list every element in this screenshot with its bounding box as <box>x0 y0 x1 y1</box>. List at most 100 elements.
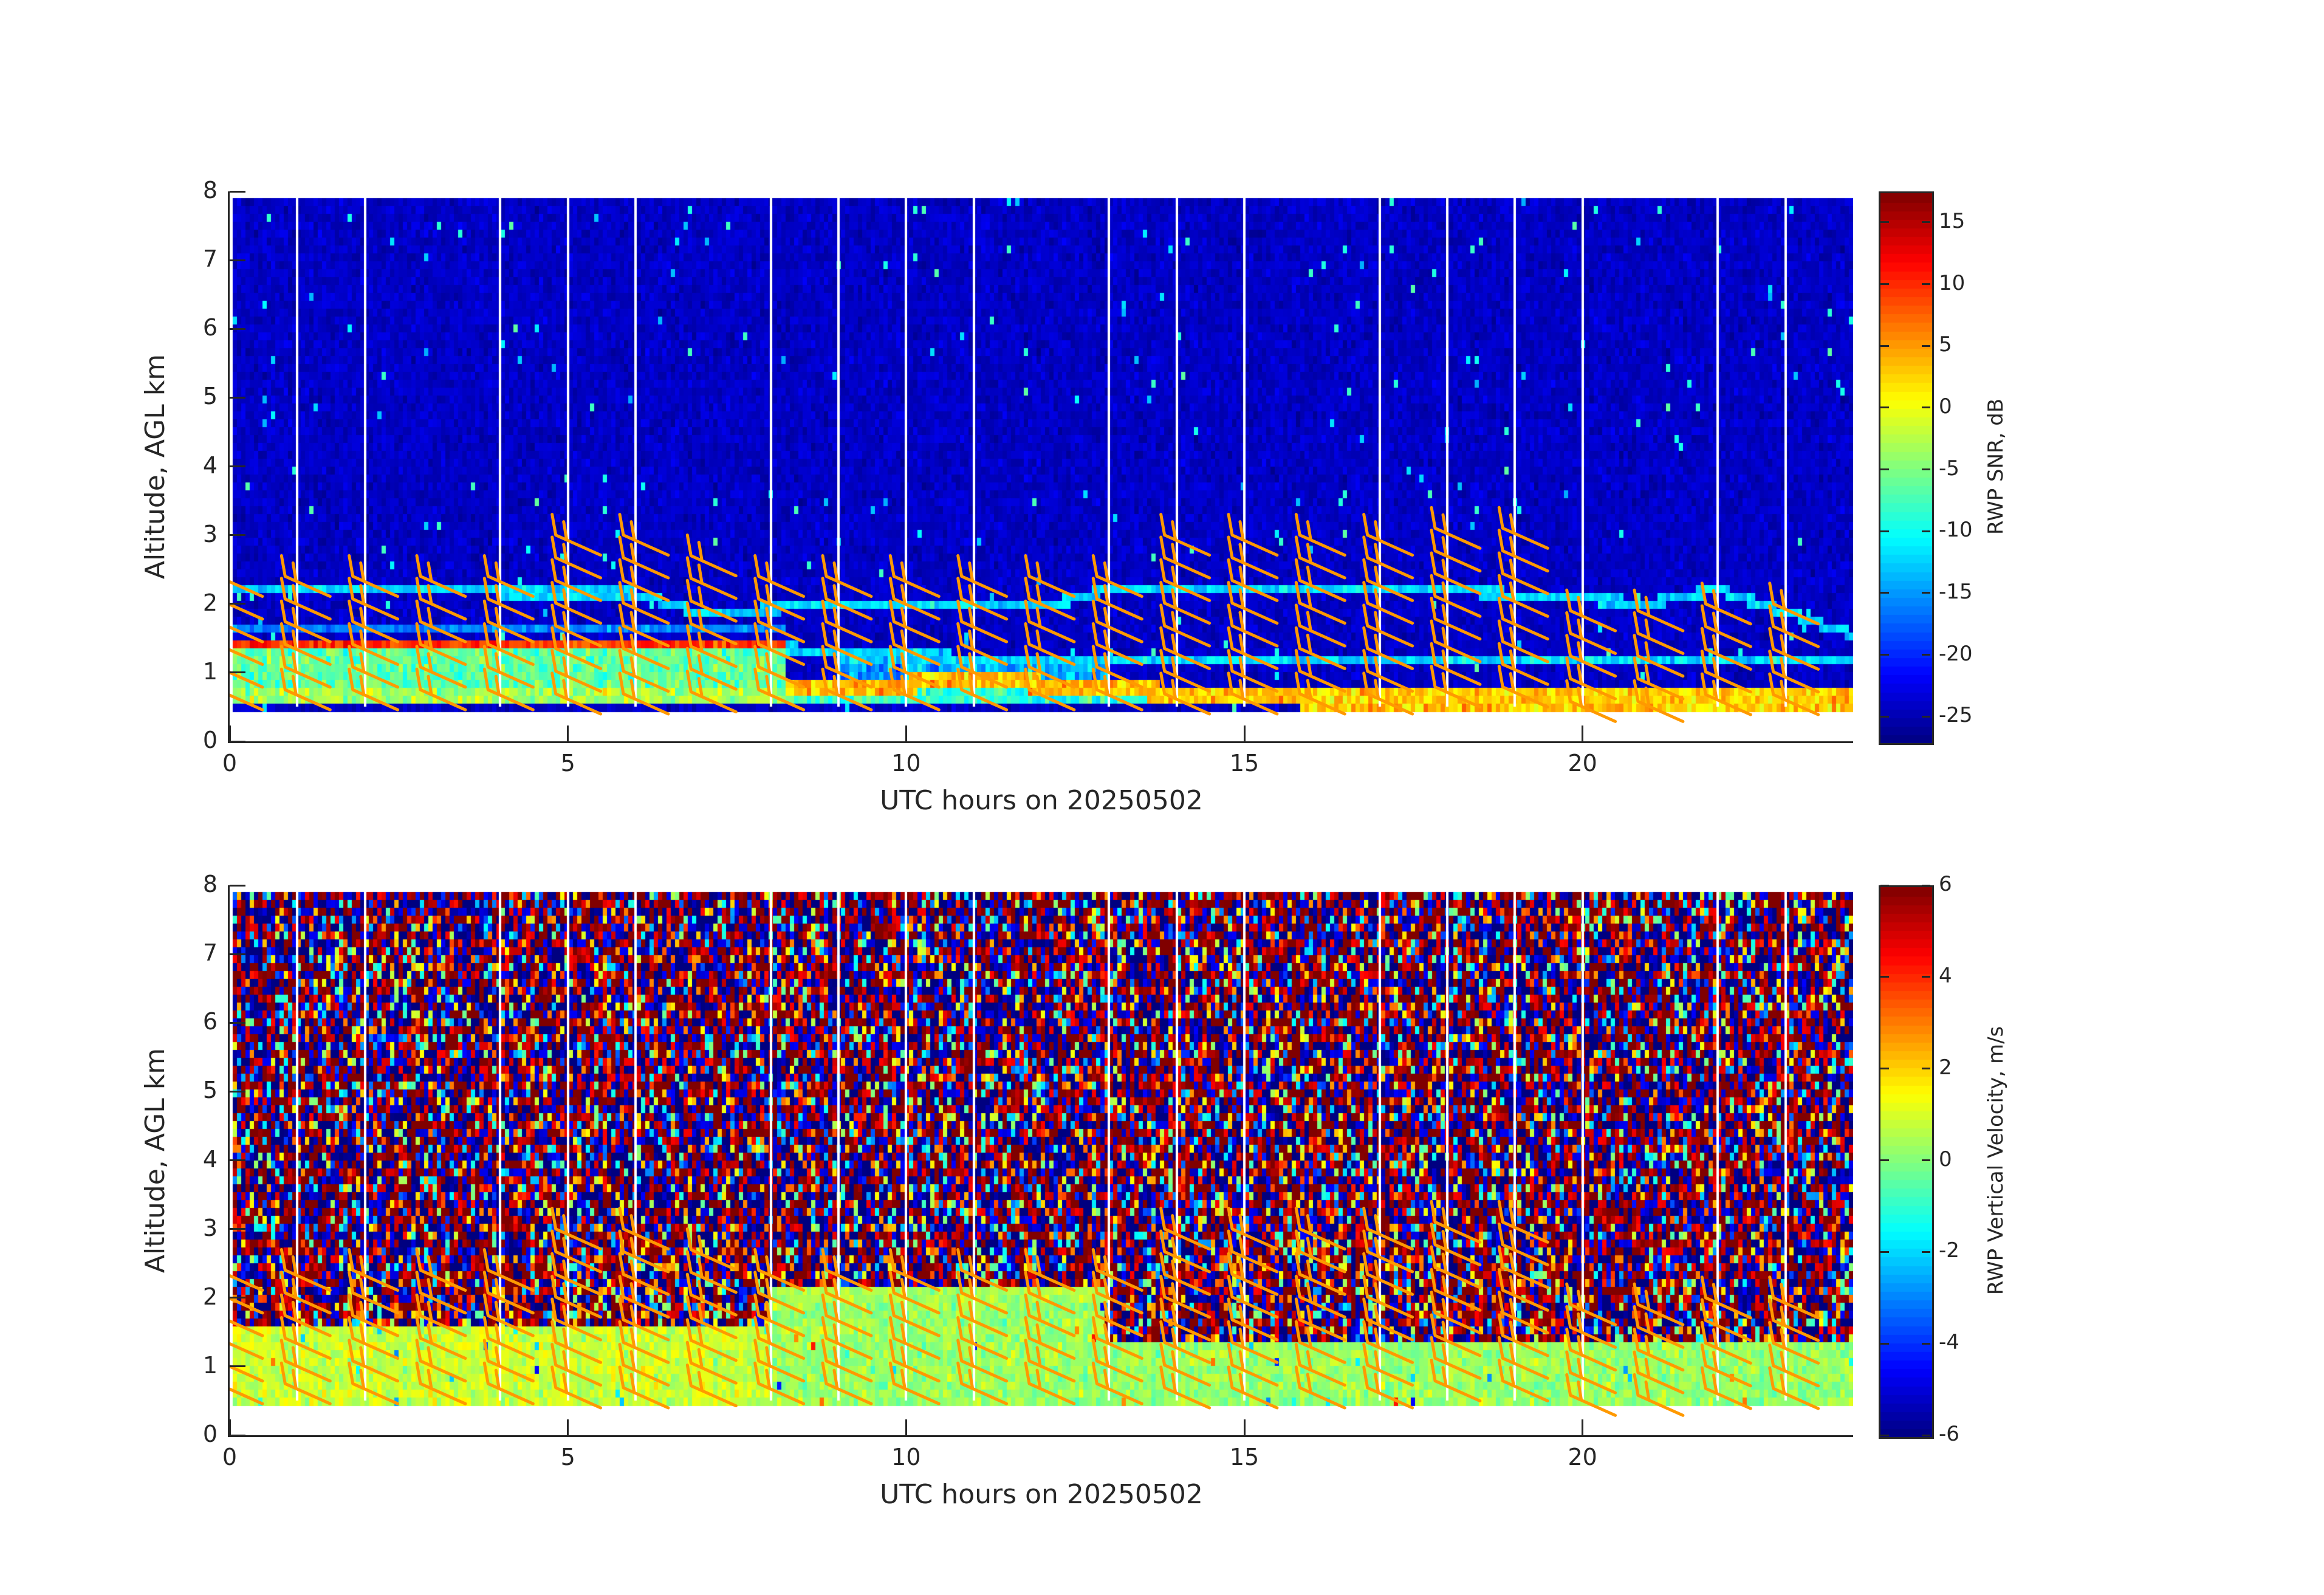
wind-barb-shape <box>1565 611 1617 655</box>
wind-barb <box>618 1229 670 1274</box>
wind-barb <box>1497 574 1549 618</box>
wind-barb <box>1430 1267 1482 1312</box>
wind-barb <box>1091 1316 1143 1360</box>
y-tick-mark <box>230 1159 245 1161</box>
wind-barb-shape <box>1227 1365 1279 1410</box>
wind-barb <box>1159 1275 1212 1319</box>
wind-barb-shape <box>1294 1320 1346 1364</box>
wind-barb-shape <box>550 581 603 625</box>
wind-barb <box>1024 667 1076 712</box>
wind-barb-shape <box>1633 679 1685 723</box>
wind-barb-shape <box>685 556 738 600</box>
wind-barb <box>1430 551 1482 595</box>
wind-barb <box>1430 1245 1482 1289</box>
wind-barb <box>1091 554 1143 598</box>
wind-barb <box>1565 1328 1617 1372</box>
wind-barb-shape <box>279 599 332 643</box>
wind-barb-shape <box>1159 1320 1212 1364</box>
wind-barb <box>1227 649 1279 693</box>
wind-barb <box>753 622 806 666</box>
wind-barb <box>1294 1343 1346 1387</box>
wind-barb <box>279 667 332 712</box>
wind-barb <box>618 1207 670 1251</box>
wind-barb <box>230 1386 264 1405</box>
colorbar-tick-mark <box>1880 976 1889 978</box>
wind-barb-shape <box>618 1252 670 1296</box>
wind-barb <box>1159 1365 1212 1410</box>
velocity-x-axis-label: UTC hours on 20250502 <box>880 1479 1203 1510</box>
wind-barb-shape <box>888 577 941 621</box>
wind-barb-shape <box>230 1273 264 1292</box>
wind-barb <box>1024 577 1076 621</box>
wind-barb <box>550 1275 603 1319</box>
x-tick-mark <box>1243 1419 1246 1435</box>
wind-barb-shape <box>279 554 332 598</box>
wind-barb <box>1024 1293 1076 1337</box>
wind-barb-shape <box>1294 1343 1346 1387</box>
wind-barb <box>230 1295 264 1315</box>
wind-barb <box>415 1316 467 1360</box>
wind-barb-shape <box>415 645 467 689</box>
wind-barb <box>1362 626 1414 670</box>
wind-barb <box>821 599 873 643</box>
wind-barb-shape <box>685 1340 738 1385</box>
wind-barb-shape <box>1497 642 1549 686</box>
wind-barb <box>753 1248 806 1292</box>
wind-barb <box>1565 1305 1617 1349</box>
wind-barb <box>1768 604 1820 648</box>
wind-barb-shape <box>550 626 603 670</box>
wind-barb <box>1497 597 1549 641</box>
wind-barb-shape <box>1159 671 1212 716</box>
wind-barb <box>1565 1282 1617 1326</box>
wind-barb <box>1700 672 1752 716</box>
colorbar-tick-mark <box>1922 530 1930 532</box>
wind-barb-shape <box>1633 1350 1685 1394</box>
colorbar-tick-mark <box>1880 1434 1889 1436</box>
y-tick-label: 8 <box>202 871 218 897</box>
wind-barb-shape <box>888 1316 941 1360</box>
wind-barb <box>753 1271 806 1315</box>
wind-barb <box>415 667 467 712</box>
wind-barb-shape <box>1024 1293 1076 1337</box>
wind-barb <box>1497 1245 1549 1289</box>
wind-barb <box>1768 1366 1820 1410</box>
wind-barb-shape <box>348 1271 400 1315</box>
wind-barb <box>1497 1223 1549 1267</box>
wind-barb-shape <box>1700 1366 1752 1410</box>
x-tick-mark <box>905 725 907 741</box>
wind-barb-shape <box>618 1343 670 1387</box>
wind-barb <box>1497 1267 1549 1312</box>
wind-barb <box>1362 1275 1414 1319</box>
wind-barb <box>230 602 264 621</box>
wind-barb-shape <box>1768 650 1820 694</box>
x-tick-label: 20 <box>1568 750 1597 777</box>
colorbar-tick-label: -2 <box>1939 1238 1959 1263</box>
y-tick-label: 7 <box>202 939 218 967</box>
wind-barb-shape <box>888 554 941 598</box>
wind-barb-shape <box>685 1295 738 1340</box>
wind-barb <box>1633 1373 1685 1417</box>
wind-barb-shape <box>1294 671 1346 716</box>
colorbar-tick-mark <box>1922 884 1930 887</box>
wind-barb-shape <box>348 554 400 598</box>
wind-barb-shape <box>1768 1366 1820 1410</box>
colorbar-tick-label: -25 <box>1939 703 1973 728</box>
wind-barb <box>1091 622 1143 666</box>
wind-barb <box>348 667 400 712</box>
wind-barb <box>1159 1229 1212 1274</box>
wind-barb-shape <box>821 1339 873 1383</box>
wind-barb-shape <box>1159 1275 1212 1319</box>
wind-barb <box>1294 1275 1346 1319</box>
wind-barb <box>956 1271 1009 1315</box>
y-tick-mark <box>230 259 245 261</box>
wind-barb <box>1768 672 1820 716</box>
wind-barb-shape <box>753 645 806 689</box>
wind-barb-shape <box>550 1365 603 1410</box>
colorbar-tick-mark <box>1922 468 1930 471</box>
wind-barb-shape <box>1159 626 1212 670</box>
wind-barb <box>1430 506 1482 550</box>
wind-barb-shape <box>1362 535 1414 580</box>
wind-barb <box>1565 634 1617 678</box>
wind-barb-shape <box>1497 529 1549 573</box>
